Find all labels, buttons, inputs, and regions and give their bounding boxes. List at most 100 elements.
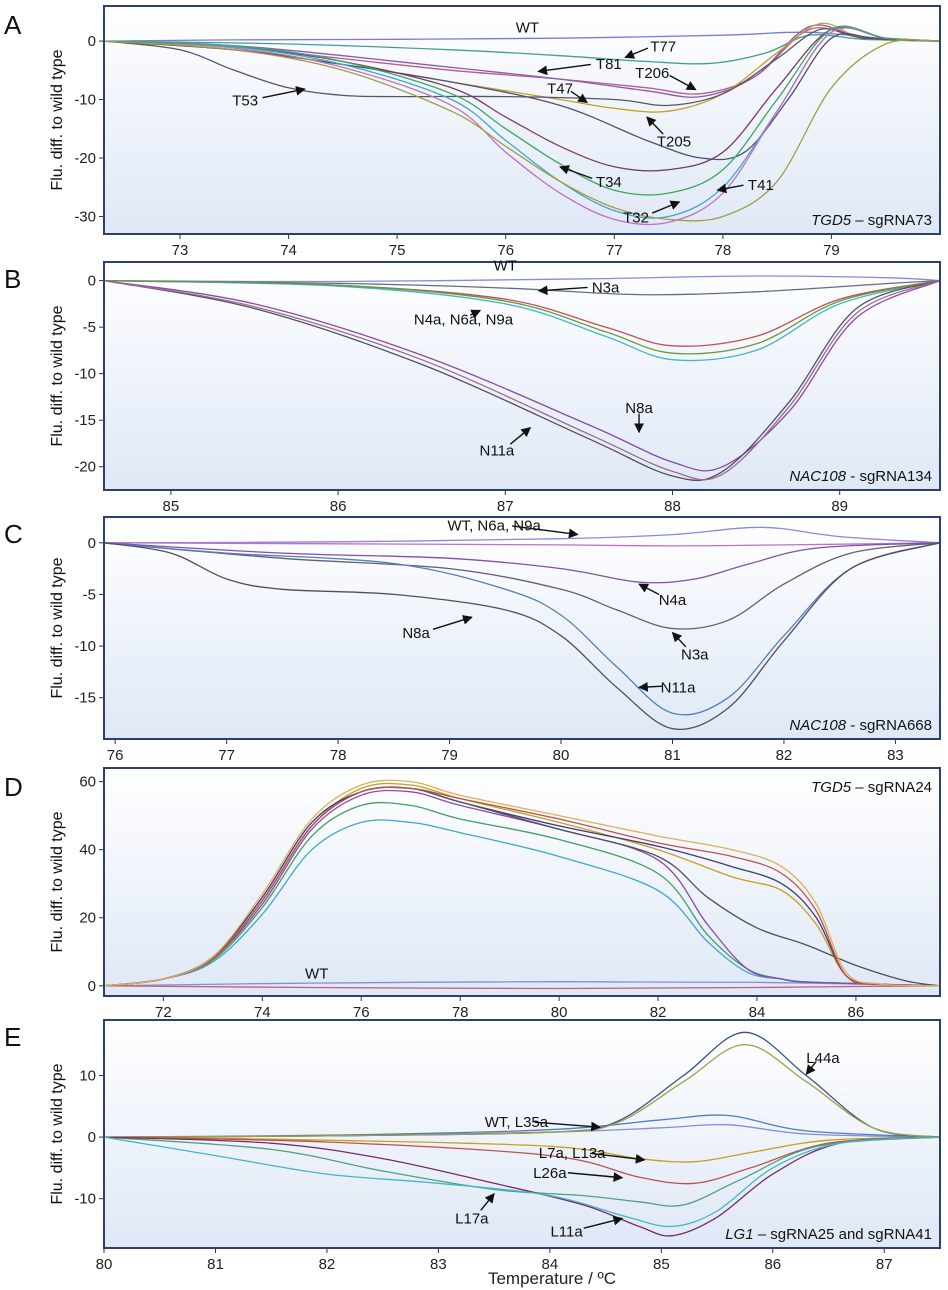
annotation-label: N4a: [659, 592, 687, 609]
annotation-arrow: [509, 427, 532, 445]
x-tick-label: 79: [441, 747, 458, 764]
x-tick-label: 79: [823, 242, 840, 259]
x-axis-label: Temperature / ºC: [488, 1269, 616, 1288]
annotation-label: L7a, L13a: [539, 1145, 606, 1162]
panel-b: B Flu. diff. to wild type 85 86 87 88 89 0 -5 -10…: [4, 257, 941, 515]
annotation-arrow: [638, 682, 663, 692]
x-tick-label: 84: [749, 1004, 766, 1021]
x-tick-label: 86: [848, 1004, 865, 1021]
y-tick-label: 0: [88, 1129, 96, 1146]
panel-title-rest: – sgRNA25 and sgRNA41: [754, 1226, 932, 1243]
annotation-arrow: [567, 1172, 624, 1182]
annotation-label: T77: [650, 39, 676, 56]
annotation-label: N3a: [592, 280, 620, 297]
x-tick-label: 87: [497, 498, 514, 515]
annotation-label: WT: [494, 257, 517, 274]
series-line-s5: [103, 789, 941, 987]
annotation-arrow: [805, 1061, 817, 1075]
panel-title: TGD5 – sgRNA24: [811, 779, 932, 796]
annotation-label: L17a: [455, 1210, 489, 1227]
series-line-n4a: [103, 542, 941, 584]
plot-area: [104, 6, 940, 234]
x-tick-label: 83: [887, 747, 904, 764]
annotation-arrow: [583, 1215, 624, 1229]
annotation-arrow: [669, 74, 697, 91]
x-tick-label: 85: [163, 498, 180, 515]
plot-frame: [103, 5, 941, 235]
panel-title: LG1 – sgRNA25 and sgRNA41: [725, 1226, 932, 1243]
x-tick-label: 72: [155, 1004, 172, 1021]
y-axis-label: Flu. diff. to wild type: [49, 49, 66, 190]
annotation-arrow: [512, 525, 579, 539]
x-tick-label: 87: [876, 1256, 893, 1273]
annotation-label: T32: [623, 209, 649, 226]
annotation-label: WT: [516, 19, 539, 36]
panel-d: D Flu. diff. to wild type 72 74 76 78 80 82 84 86…: [4, 767, 941, 1021]
panel-title-rest: – sgRNA24: [851, 779, 932, 796]
annotation-arrow: [638, 583, 660, 596]
series-line-n11a: [103, 279, 941, 482]
series-line-wt: [103, 526, 941, 544]
annotation-label: WT, N6a, N9a: [447, 517, 541, 534]
series-line-n11b: [103, 279, 941, 481]
y-tick-label: 60: [79, 774, 96, 791]
annotation-label: T41: [748, 177, 774, 194]
x-tick-label: 73: [172, 242, 189, 259]
panel-title-rest: - sgRNA134: [846, 468, 932, 485]
panel-title-rest: – sgRNA73: [851, 212, 932, 229]
series-line-s2: [103, 786, 941, 987]
y-tick-label: 40: [79, 842, 96, 859]
series-line-wt2: [103, 985, 941, 990]
panel-letter: E: [4, 1022, 21, 1052]
annotation-label: L26a: [533, 1165, 567, 1182]
series-line-t34b: [103, 25, 941, 196]
plot-frame: [103, 1019, 941, 1249]
series-line-l17a: [103, 1136, 941, 1207]
y-tick-label: -5: [83, 586, 96, 603]
panel-title-gene: NAC108: [789, 717, 846, 734]
x-tick-label: 74: [280, 242, 297, 259]
series-line-n8a: [103, 542, 941, 731]
y-tick-label: -30: [74, 208, 96, 225]
panel-title-rest: - sgRNA668: [846, 717, 932, 734]
plot-area: [104, 262, 940, 490]
panel-title: NAC108 - sgRNA668: [789, 717, 932, 734]
annotation-label: T34: [596, 174, 622, 191]
annotation-arrow: [570, 90, 588, 104]
plot-frame: [103, 516, 941, 740]
series-line-l11b: [103, 1136, 941, 1228]
series-line-n3a: [103, 542, 941, 630]
annotation-arrow: [671, 631, 687, 648]
x-tick-label: 74: [254, 1004, 271, 1021]
panel-title: NAC108 - sgRNA134: [789, 468, 932, 485]
series-line-wt: [103, 275, 941, 283]
plot-frame: [103, 767, 941, 997]
annotation-arrow: [559, 165, 593, 180]
series-line-t53: [103, 28, 941, 107]
annotation-arrow: [469, 309, 482, 319]
series-line-n6a: [103, 542, 941, 547]
series-line-n3a: [103, 279, 941, 296]
annotation-arrow: [537, 285, 588, 296]
annotation-arrow: [537, 63, 591, 76]
x-tick-label: 78: [452, 1004, 469, 1021]
series-line-l26a: [103, 1136, 941, 1185]
annotation-label: N11a: [480, 443, 515, 460]
annotation-label: WT, L35a: [485, 1114, 549, 1131]
panel-title-gene: TGD5: [811, 212, 852, 229]
annotation-label: N8a: [625, 400, 653, 417]
panels: A Flu. diff. to wild type 73 74 75 76 77 78 79 0 -…: [4, 5, 941, 1273]
x-tick-label: 84: [542, 1256, 559, 1273]
x-tick-label: 81: [207, 1256, 224, 1273]
plot-frame: [103, 261, 941, 491]
panel-letter: A: [4, 10, 22, 40]
panel-e: E Flu. diff. to wild type 80 81 82 83 84 85 86 87…: [4, 1019, 941, 1273]
y-tick-label: 20: [79, 910, 96, 927]
annotation-arrow: [432, 615, 473, 631]
annotation-arrow: [534, 1121, 602, 1132]
y-tick-label: -15: [74, 690, 96, 707]
annotation-arrow: [590, 1152, 646, 1164]
series-line-s7: [103, 786, 941, 987]
annotation-label: T47: [547, 81, 573, 98]
series-line-l44b: [103, 1043, 941, 1138]
